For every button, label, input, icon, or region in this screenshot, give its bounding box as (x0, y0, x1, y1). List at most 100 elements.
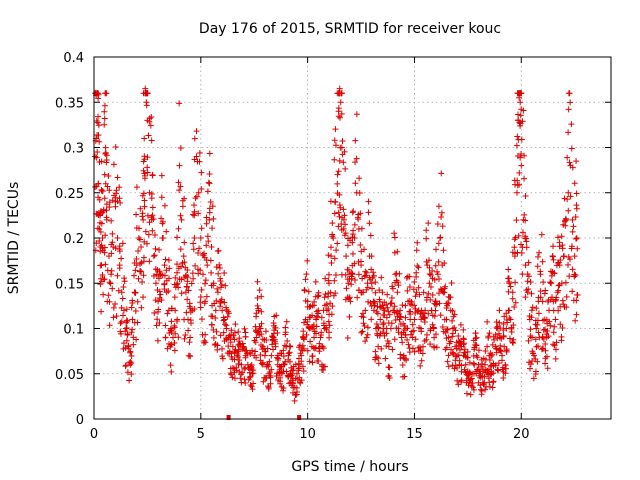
data-point (328, 311, 335, 318)
data-point (154, 308, 161, 315)
data-point (103, 207, 110, 214)
data-point (372, 279, 379, 286)
data-point (231, 356, 238, 363)
data-point (454, 377, 461, 384)
data-point (334, 171, 341, 178)
data-point (537, 271, 544, 278)
data-point (136, 225, 143, 232)
data-point (311, 298, 318, 305)
data-point (105, 292, 112, 299)
data-point (463, 390, 470, 397)
data-point (547, 279, 554, 286)
data-point (326, 329, 333, 336)
data-point (258, 360, 265, 367)
data-point (551, 323, 558, 330)
data-point (258, 293, 265, 300)
data-point (238, 371, 245, 378)
data-point (540, 326, 547, 333)
data-point (112, 245, 119, 252)
data-point (402, 355, 409, 362)
data-point (235, 353, 242, 360)
data-point (524, 278, 531, 285)
data-point (522, 235, 529, 242)
data-point (368, 280, 375, 287)
data-point (552, 316, 559, 323)
data-point (384, 291, 391, 298)
data-point (562, 222, 569, 229)
data-point (409, 328, 416, 335)
data-point (320, 345, 327, 352)
data-point (150, 215, 157, 222)
data-point (266, 358, 273, 365)
data-point (521, 211, 528, 218)
data-point (384, 304, 391, 311)
data-point (430, 343, 437, 350)
data-point (156, 320, 163, 327)
data-point (394, 289, 401, 296)
data-point (191, 208, 198, 215)
x-tick-label: 10 (299, 427, 316, 442)
data-point (247, 381, 254, 388)
data-point (385, 308, 392, 315)
data-point (439, 223, 446, 230)
data-point (181, 239, 188, 246)
data-point (464, 354, 471, 361)
data-point (391, 336, 398, 343)
data-point (556, 239, 563, 246)
data-point (387, 325, 394, 332)
data-point (197, 299, 204, 306)
data-point (217, 300, 224, 307)
data-point (116, 195, 123, 202)
data-point (94, 119, 101, 126)
data-point (460, 336, 467, 343)
data-point (330, 292, 337, 299)
data-point (112, 203, 119, 210)
data-point (110, 304, 117, 311)
data-point (420, 313, 427, 320)
data-point (303, 331, 310, 338)
data-point (412, 336, 419, 343)
data-point (158, 194, 165, 201)
data-point (569, 266, 576, 273)
data-point (168, 305, 175, 312)
data-point (438, 170, 445, 177)
data-point (520, 107, 527, 114)
data-point (557, 321, 564, 328)
data-point (249, 367, 256, 374)
data-point (338, 90, 345, 97)
data-point (366, 220, 373, 227)
data-point (399, 361, 406, 368)
data-point (460, 341, 467, 348)
data-point (468, 382, 475, 389)
data-point (167, 362, 174, 369)
data-point (334, 240, 341, 247)
data-point (215, 270, 222, 277)
data-point (124, 331, 131, 338)
data-point (198, 169, 205, 176)
data-point (174, 234, 181, 241)
data-point (225, 343, 232, 350)
data-point (133, 336, 140, 343)
data-point (567, 193, 574, 200)
data-point (363, 334, 370, 341)
data-point (498, 348, 505, 355)
data-point (484, 318, 491, 325)
data-point (165, 257, 172, 264)
data-point (411, 316, 418, 323)
data-point (300, 328, 307, 335)
data-point (431, 334, 438, 341)
data-point (445, 293, 452, 300)
data-point (298, 352, 305, 359)
data-point (97, 248, 104, 255)
y-tick-label: 0.25 (55, 187, 84, 202)
data-point (314, 293, 321, 300)
data-point (136, 236, 143, 243)
data-point (109, 230, 116, 237)
data-point (254, 295, 261, 302)
data-point (490, 378, 497, 385)
data-point (336, 191, 343, 198)
data-point (443, 326, 450, 333)
data-point (189, 211, 196, 218)
data-point (331, 277, 338, 284)
data-point (449, 307, 456, 314)
